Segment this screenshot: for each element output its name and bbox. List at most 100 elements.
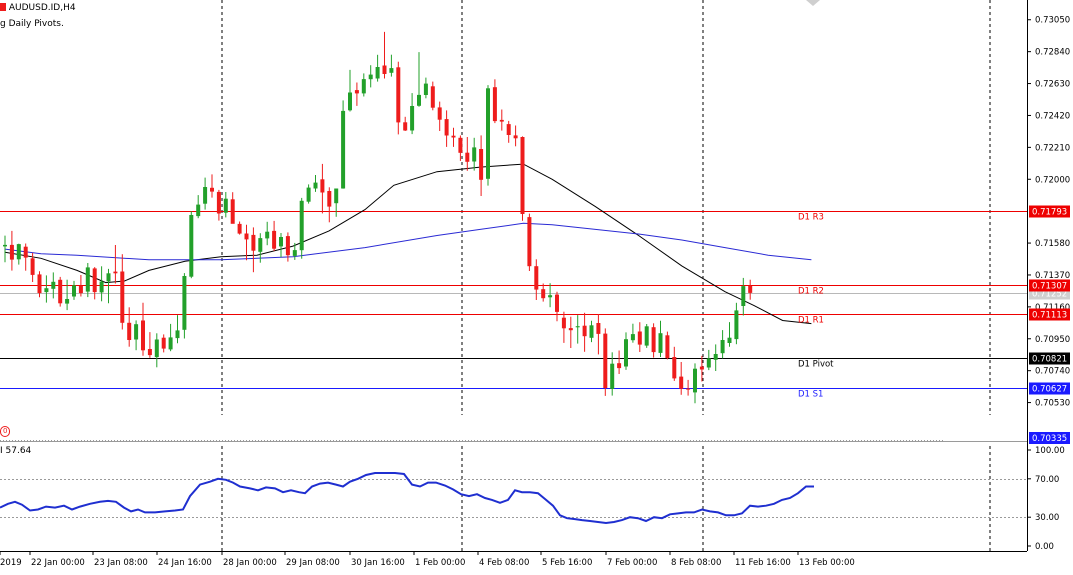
candle <box>120 254 125 330</box>
candle-body <box>9 244 14 260</box>
moving-average-line <box>4 222 812 261</box>
candle <box>51 272 56 299</box>
candle-body <box>292 250 297 256</box>
candle <box>85 263 90 298</box>
moving-average-line <box>4 163 812 325</box>
pivot-label: D1 Pivot <box>798 360 834 370</box>
candle-body <box>720 340 725 354</box>
time-tick-label: 2019 <box>0 558 22 568</box>
candle-body <box>713 354 718 360</box>
current-price-tag: 0.71252 <box>1032 290 1067 300</box>
indicator-title: g Daily Pivots. <box>0 19 64 29</box>
candle <box>534 259 539 300</box>
candle-body <box>568 328 573 331</box>
oscillator-title: I 57.64 <box>0 446 32 456</box>
candle-body <box>99 281 104 293</box>
candle <box>203 177 208 210</box>
candle-body <box>748 285 753 293</box>
candle <box>313 175 318 192</box>
candle <box>699 355 704 382</box>
time-tick-label: 7 Feb 00:00 <box>607 558 657 568</box>
time-tick-label: 1 Feb 00:00 <box>415 558 465 568</box>
candle-body <box>520 137 525 214</box>
candle-body <box>665 335 670 359</box>
candle <box>237 221 242 235</box>
price-tick-label: 0.72420 <box>1035 111 1070 121</box>
candle <box>327 187 332 223</box>
pivot-label: D1 S1 <box>798 390 823 400</box>
corner-badge-text: 0 <box>3 427 8 435</box>
pivot-price-tag-bg <box>1029 352 1070 365</box>
candle <box>637 322 642 352</box>
candle-body <box>258 238 263 252</box>
candle-body <box>141 320 145 351</box>
candle <box>472 137 477 171</box>
candle-body <box>513 135 518 139</box>
candle <box>37 271 42 298</box>
candle <box>479 135 484 196</box>
pivot-label: D1 R3 <box>798 213 824 223</box>
candle <box>630 323 635 343</box>
candle <box>417 52 421 107</box>
candle-body <box>189 215 194 277</box>
candle-body <box>396 67 401 123</box>
candle-body <box>23 246 28 258</box>
candle-body <box>361 79 366 94</box>
candle-body <box>44 288 49 293</box>
candle <box>693 363 697 404</box>
candle <box>568 316 573 348</box>
candle-body <box>499 119 504 122</box>
candle <box>603 328 608 396</box>
candle-body <box>527 217 532 267</box>
candle-body <box>113 271 118 274</box>
candle-body <box>603 333 608 388</box>
bottom-price-tag: 0.70335 <box>1032 434 1067 444</box>
candle-body <box>341 110 346 189</box>
candle <box>679 362 684 395</box>
candle-body <box>127 322 132 340</box>
candle <box>9 230 14 271</box>
candle <box>99 266 104 302</box>
candle <box>444 110 449 147</box>
candle <box>216 189 221 221</box>
candle <box>486 85 490 186</box>
candle-body <box>230 199 235 224</box>
candle <box>58 276 63 307</box>
candle <box>306 184 311 204</box>
candle-body <box>437 107 442 120</box>
price-tick-label: 0.72000 <box>1035 175 1070 185</box>
candle-body <box>92 268 97 293</box>
corner-badge[interactable]: 0 <box>0 426 11 437</box>
candle <box>658 320 663 357</box>
candle <box>499 109 504 131</box>
osc-tick-label: 100.00 <box>1035 446 1065 456</box>
candle-body <box>403 122 408 131</box>
time-tick-label: 11 Feb 16:00 <box>735 558 791 568</box>
candle-body <box>313 182 318 189</box>
candle <box>299 197 304 259</box>
candle-body <box>706 358 711 368</box>
candle <box>396 61 401 135</box>
price-tick-label: 0.70530 <box>1035 399 1070 409</box>
candle-body <box>327 191 332 207</box>
candle <box>92 267 97 300</box>
candle-body <box>541 289 546 299</box>
candle-body <box>216 191 221 214</box>
pivot-price-tag-bg <box>1029 308 1070 321</box>
candle-body <box>458 137 463 153</box>
candle <box>16 243 21 265</box>
candle <box>3 235 7 263</box>
candle-body <box>693 368 697 393</box>
candle <box>251 227 256 273</box>
candle-body <box>272 230 277 249</box>
candle-body <box>727 337 732 343</box>
candle-body <box>465 152 470 162</box>
candle <box>451 127 456 147</box>
osc-tick-label: 30.00 <box>1035 513 1059 523</box>
candle <box>285 232 290 262</box>
candle <box>368 65 373 88</box>
candle <box>341 100 346 189</box>
candle-body <box>644 326 649 346</box>
candle <box>492 79 497 124</box>
